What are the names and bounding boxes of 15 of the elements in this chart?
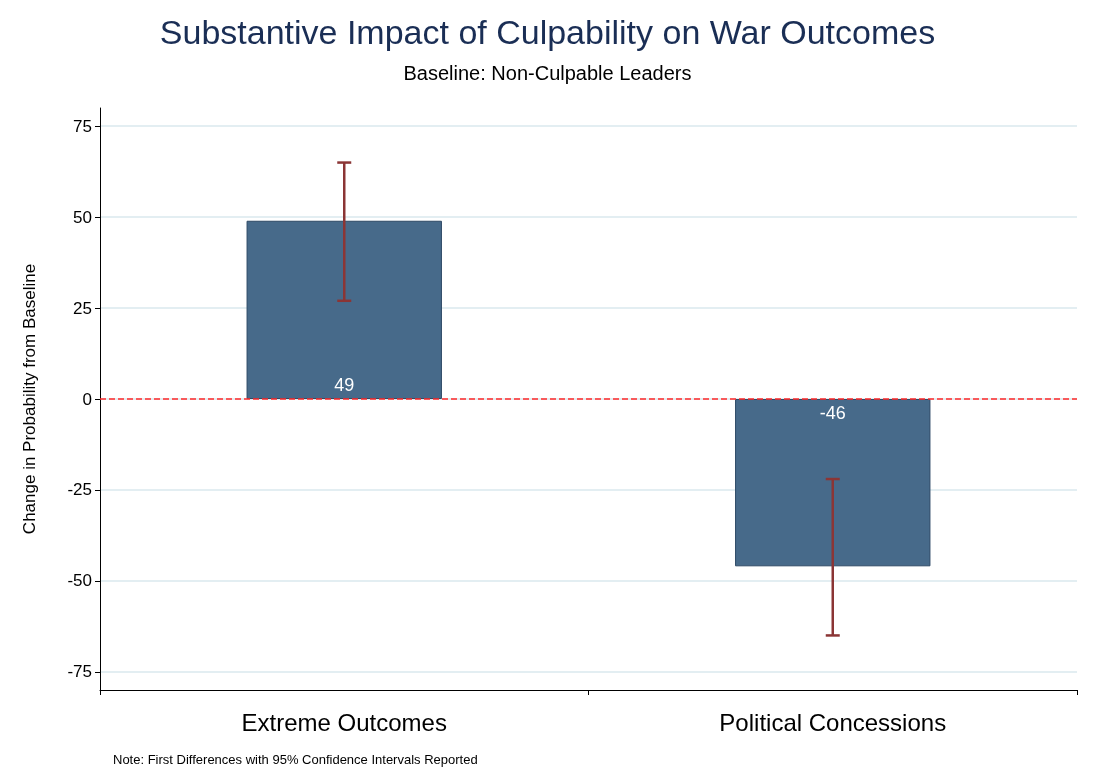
y-tick-label: 25 [73, 298, 92, 318]
x-tick-label: Political Concessions [719, 708, 947, 736]
chart-subtitle: Baseline: Non-Culpable Leaders [403, 62, 692, 84]
y-tick-label: -75 [67, 662, 92, 682]
text: Note: First Differences with 95% Confidence Intervals Reported [113, 752, 478, 767]
y-tick-label: -25 [67, 480, 92, 500]
y-axis-title: Change in Probability from Baseline [20, 263, 39, 535]
y-tick-label: 0 [82, 389, 92, 409]
x-tick-label: Extreme Outcomes [241, 708, 447, 736]
data-label: -46 [819, 403, 846, 423]
data-label: 49 [334, 375, 355, 395]
y-tick-label: 75 [73, 116, 92, 136]
y-tick-label: 50 [73, 207, 92, 227]
y-tick-label: -50 [67, 571, 92, 591]
chart-title: Substantive Impact of Culpability on War Outcomes [159, 13, 936, 51]
